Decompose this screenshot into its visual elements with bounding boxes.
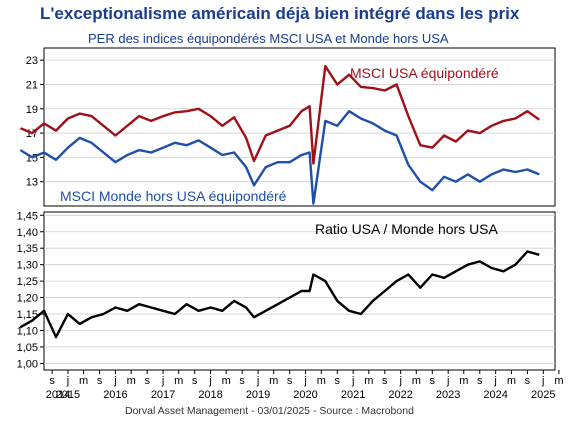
x-year-label: 2024	[483, 389, 507, 401]
x-year-label: 2020	[293, 389, 317, 401]
bottom-ytick-label: 1,15	[17, 309, 38, 321]
bottom-ytick-label: 1,05	[17, 342, 38, 354]
bottom-ytick-label: 1,25	[17, 276, 38, 288]
x-year-label: 2014	[46, 389, 70, 401]
x-year-label: 2015	[56, 389, 80, 401]
top-ytick-label: 13	[26, 177, 38, 189]
bottom-panel-frame	[43, 211, 556, 371]
x-month-label: m	[554, 375, 563, 387]
bottom-ytick-label: 1,35	[17, 243, 38, 255]
x-month-label: s	[192, 375, 198, 387]
x-month-label: s	[97, 375, 103, 387]
bottom-ytick-label: 1,10	[17, 326, 38, 338]
x-month-label: j	[398, 375, 401, 387]
x-month-label: m	[507, 375, 516, 387]
x-year-label: 2023	[436, 389, 460, 401]
top-ytick-label: 21	[26, 79, 38, 91]
x-year-label: 2021	[341, 389, 365, 401]
x-month-label: j	[493, 375, 496, 387]
x-month-label: s	[525, 375, 531, 387]
bottom-ytick-label: 1,30	[17, 260, 38, 272]
x-month-label: s	[49, 375, 55, 387]
x-month-label: m	[174, 375, 183, 387]
usa-series-label: MSCI USA équipondéré	[350, 65, 499, 81]
x-month-label: s	[287, 375, 293, 387]
x-month-label: m	[317, 375, 326, 387]
bottom-ytick-label: 1,20	[17, 293, 38, 305]
ratio-series-label: Ratio USA / Monde hors USA	[315, 221, 499, 237]
x-month-label: m	[459, 375, 468, 387]
chart-footer: Dorval Asset Management - 03/01/2025 - S…	[125, 405, 414, 417]
x-year-label: 2019	[246, 389, 270, 401]
bottom-series-line-0	[19, 250, 540, 339]
x-month-label: m	[269, 375, 278, 387]
x-month-label: s	[382, 375, 388, 387]
x-year-label: 2022	[388, 389, 412, 401]
x-year-label: 2017	[151, 389, 175, 401]
x-month-label: m	[127, 375, 136, 387]
x-month-label: s	[335, 375, 341, 387]
bottom-ytick-label: 1,45	[17, 210, 38, 222]
x-month-label: j	[113, 375, 116, 387]
x-month-label: m	[412, 375, 421, 387]
chart-title: L'exceptionalisme américain déjà bien in…	[40, 4, 520, 23]
bottom-ytick-label: 1,40	[17, 227, 38, 239]
top-series-line-0	[19, 64, 540, 165]
x-month-label: j	[161, 375, 164, 387]
x-month-label: j	[208, 375, 211, 387]
x-month-label: s	[430, 375, 436, 387]
x-month-label: s	[477, 375, 483, 387]
x-month-label: j	[66, 375, 69, 387]
x-month-label: j	[303, 375, 306, 387]
x-year-label: 2018	[198, 389, 222, 401]
world-series-label: MSCI Monde hors USA équipondéré	[60, 188, 287, 204]
bottom-ytick-label: 1,00	[17, 358, 38, 370]
x-month-label: j	[351, 375, 354, 387]
chart-subtitle: PER des indices équipondérés MSCI USA et…	[88, 31, 449, 46]
x-month-label: m	[79, 375, 88, 387]
x-month-label: j	[446, 375, 449, 387]
x-month-label: j	[541, 375, 544, 387]
top-panel-frame	[43, 47, 556, 207]
top-series-line-1	[19, 109, 540, 205]
top-ytick-label: 19	[26, 104, 38, 116]
top-ytick-label: 23	[26, 55, 38, 67]
x-month-label: m	[222, 375, 231, 387]
x-month-label: j	[256, 375, 259, 387]
x-month-label: s	[144, 375, 150, 387]
x-month-label: m	[364, 375, 373, 387]
x-year-label: 2016	[103, 389, 127, 401]
x-year-label: 2025	[531, 389, 555, 401]
x-month-label: s	[239, 375, 245, 387]
